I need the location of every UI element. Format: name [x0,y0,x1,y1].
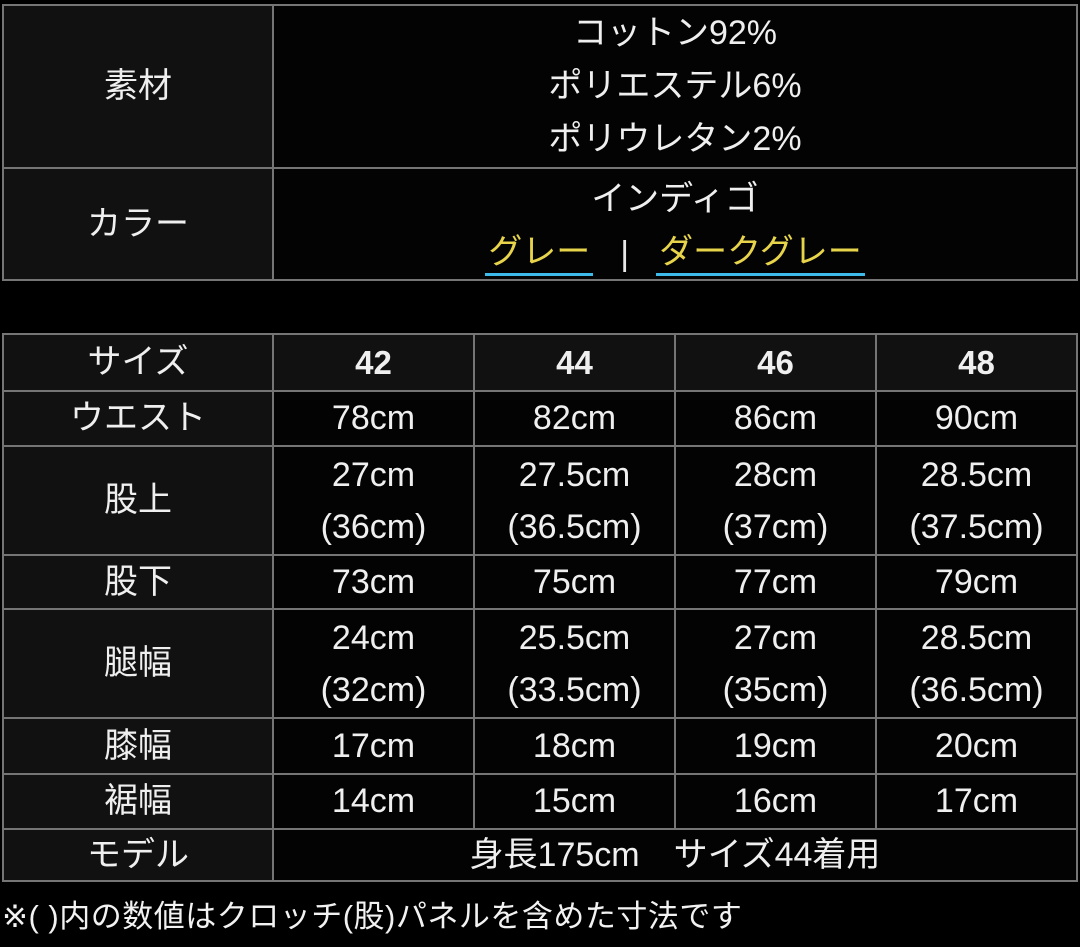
color-link-darkgray[interactable]: ダークグレー [656,232,865,276]
color-value: インディゴ グレー | ダークグレー [274,169,1076,279]
rise-value: 27.5cm (36.5cm) [475,447,674,554]
inseam-value: 73cm [274,556,473,608]
size-col-46: 46 [676,335,875,390]
inseam-value: 79cm [877,556,1076,608]
size-col-44: 44 [475,335,674,390]
thigh-main: 27cm [733,618,818,657]
size-col-42: 42 [274,335,473,390]
rise-value: 27cm (36cm) [274,447,473,554]
material-value: コットン92% ポリエステル6% ポリウレタン2% [274,6,1076,167]
hem-value: 14cm [274,775,473,828]
thigh-value: 25.5cm (33.5cm) [475,610,674,717]
row-label-hem: 裾幅 [4,775,272,828]
model-info: 身長175cm サイズ44着用 [274,830,1076,880]
waist-value: 82cm [475,392,674,445]
product-info-table: 素材 コットン92% ポリエステル6% ポリウレタン2% カラー インディゴ グ… [2,4,1078,281]
footnote: ※( )内の数値はクロッチ(股)パネルを含めた寸法です [2,899,743,934]
color-label: カラー [4,169,272,279]
thigh-value: 28.5cm (36.5cm) [877,610,1076,717]
size-header-label: サイズ [4,335,272,390]
hem-value: 16cm [676,775,875,828]
rise-main: 28.5cm [920,455,1033,494]
inseam-value: 77cm [676,556,875,608]
waist-value: 86cm [676,392,875,445]
color-link-gray[interactable]: グレー [485,232,594,276]
row-label-thigh: 腿幅 [4,610,272,717]
knee-value: 18cm [475,719,674,773]
knee-value: 17cm [274,719,473,773]
rise-value: 28cm (37cm) [676,447,875,554]
link-separator: | [620,234,630,273]
rise-main: 28cm [733,455,818,494]
waist-value: 90cm [877,392,1076,445]
current-color: インディゴ [591,179,759,218]
thigh-paren: (36.5cm) [909,670,1044,709]
size-chart-table: サイズ 42 44 46 48 ウエスト 78cm 82cm 86cm 90cm… [2,333,1078,882]
knee-value: 20cm [877,719,1076,773]
rise-value: 28.5cm (37.5cm) [877,447,1076,554]
rise-paren: (37cm) [722,507,829,546]
thigh-main: 25.5cm [518,618,631,657]
rise-paren: (37.5cm) [909,507,1044,546]
inseam-value: 75cm [475,556,674,608]
size-col-48: 48 [877,335,1076,390]
knee-value: 19cm [676,719,875,773]
material-line: ポリエステル6% [548,67,802,105]
material-line: ポリウレタン2% [548,120,802,158]
page: 素材 コットン92% ポリエステル6% ポリウレタン2% カラー インディゴ グ… [0,4,1080,947]
material-line: コットン92% [572,14,778,52]
rise-paren: (36.5cm) [507,507,642,546]
thigh-value: 24cm (32cm) [274,610,473,717]
row-label-rise: 股上 [4,447,272,554]
hem-value: 17cm [877,775,1076,828]
row-label-waist: ウエスト [4,392,272,445]
color-links: グレー | ダークグレー [485,232,865,276]
row-label-knee: 膝幅 [4,719,272,773]
rise-main: 27.5cm [518,455,631,494]
thigh-paren: (35cm) [722,670,829,709]
row-label-model: モデル [4,830,272,880]
row-label-inseam: 股下 [4,556,272,608]
thigh-paren: (33.5cm) [507,670,642,709]
rise-main: 27cm [331,455,416,494]
thigh-main: 24cm [331,618,416,657]
hem-value: 15cm [475,775,674,828]
waist-value: 78cm [274,392,473,445]
thigh-paren: (32cm) [320,670,427,709]
material-label: 素材 [4,6,272,167]
thigh-value: 27cm (35cm) [676,610,875,717]
rise-paren: (36cm) [320,507,427,546]
thigh-main: 28.5cm [920,618,1033,657]
